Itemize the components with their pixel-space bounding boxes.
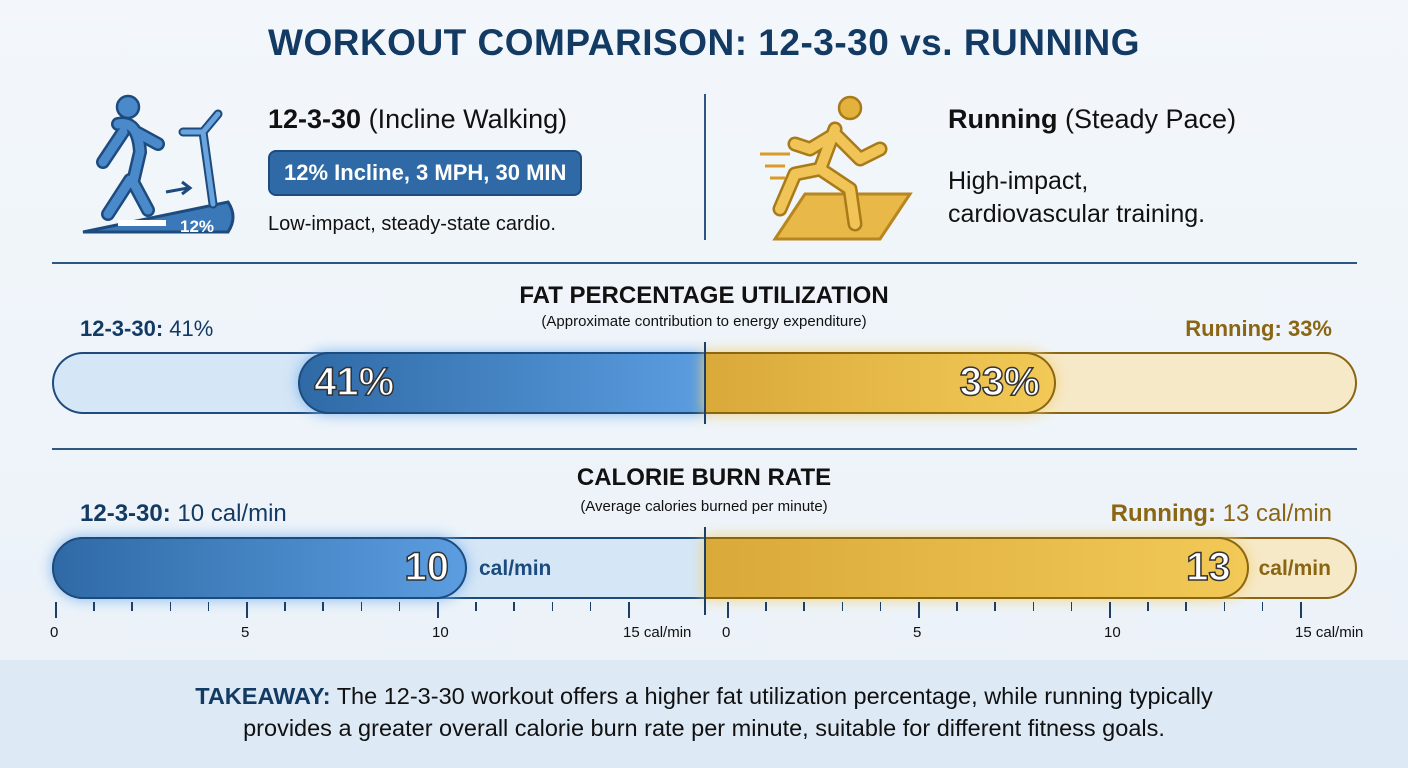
axis-tick [475, 602, 477, 611]
axis-tick [398, 602, 401, 611]
calorie-chart-subtitle: (Average calories burned per minute) [580, 498, 828, 515]
axis-tick-label: 0 [722, 624, 731, 641]
axis-tick [1109, 602, 1111, 618]
fat-center-axis [704, 342, 706, 424]
axis-tick [360, 602, 363, 611]
takeaway-label: TAKEAWAY: [195, 683, 331, 709]
axis-tick [169, 602, 172, 611]
axis-tick [918, 602, 920, 618]
axis-tick [1032, 602, 1035, 611]
runner-icon [760, 95, 913, 241]
axis-tick [1070, 602, 1073, 611]
calorie-walking-bar-label: 10 [404, 544, 450, 590]
axis-tick-label: 15 cal/min [1295, 624, 1364, 641]
fat-chart-subtitle: (Approximate contribution to energy expe… [541, 313, 867, 330]
axis-tick [1147, 602, 1149, 611]
axis-tick [93, 602, 95, 611]
axis-tick [1300, 602, 1302, 618]
section-divider [52, 262, 1357, 264]
calorie-walking-unit: cal/min [479, 557, 552, 580]
axis-tick [1223, 602, 1226, 611]
axis-tick [131, 602, 133, 611]
axis-tick [589, 602, 592, 611]
axis-tick [246, 602, 248, 618]
walking-heading: 12-3-30 (Incline Walking) [268, 104, 568, 134]
axis-tick [994, 602, 996, 611]
axis-tick [879, 602, 882, 611]
axis-tick-label: 0 [50, 624, 59, 641]
axis-tick [765, 602, 767, 611]
axis-tick-label: 5 [241, 624, 250, 641]
section-divider [52, 448, 1357, 450]
takeaway-banner: TAKEAWAY: The 12-3-30 workout offers a h… [0, 660, 1408, 768]
walking-description: Low-impact, steady-state cardio. [268, 213, 556, 235]
header-divider [704, 94, 706, 240]
calorie-center-axis [704, 527, 706, 615]
calorie-running-unit: cal/min [1258, 557, 1331, 580]
axis-tick [284, 602, 286, 611]
walking-spec-badge: 12% Incline, 3 MPH, 30 MIN [268, 150, 583, 196]
axis-tick [437, 602, 439, 618]
running-heading: Running (Steady Pace) [948, 104, 1237, 134]
axis-tick [727, 602, 729, 618]
takeaway-line1: The 12-3-30 workout offers a higher fat … [336, 683, 1213, 709]
fat-chart-title: FAT PERCENTAGE UTILIZATION [519, 282, 889, 309]
incline-label: 12% [180, 217, 214, 236]
axis-tick-label: 5 [913, 624, 922, 641]
axis-tick-label: 10 [432, 624, 449, 641]
axis-tick-label: 10 [1104, 624, 1121, 641]
running-description: High-impact, cardiovascular training. [948, 167, 1206, 228]
axis-tick [841, 602, 844, 611]
calorie-chart-title: CALORIE BURN RATE [576, 464, 832, 491]
fat-walking-bar: 41% [298, 352, 704, 414]
axis-tick [1185, 602, 1187, 611]
fat-running-bar-label: 33% [959, 359, 1041, 405]
fat-running-bar: 33% [704, 352, 1056, 414]
axis-tick [628, 602, 630, 618]
axis-tick [956, 602, 958, 611]
axis-tick [551, 602, 554, 611]
calorie-running-bar: 13 [704, 537, 1249, 599]
fat-running-label: Running: 33% [1185, 316, 1332, 341]
axis-tick [207, 602, 210, 611]
axis-tick-label: 15 cal/min [623, 624, 692, 641]
fat-walking-bar-label: 41% [313, 359, 395, 405]
treadmill-walker-icon: 12% [82, 94, 235, 236]
axis-tick [803, 602, 805, 611]
fat-walking-label: 12-3-30: 41% [80, 316, 214, 341]
axis-tick [1261, 602, 1264, 611]
axis-tick [513, 602, 515, 611]
calorie-walking-bar: 10 [52, 537, 467, 599]
calorie-running-bar-label: 13 [1185, 544, 1231, 590]
page-title: WORKOUT COMPARISON: 12-3-30 vs. RUNNING [268, 22, 1140, 63]
axis-tick [322, 602, 324, 611]
axis-tick [55, 602, 57, 618]
calorie-walking-label: 12-3-30: 10 cal/min [80, 500, 287, 527]
takeaway-line2: provides a greater overall calorie burn … [243, 715, 1165, 741]
calorie-running-label: Running: 13 cal/min [1110, 500, 1332, 527]
